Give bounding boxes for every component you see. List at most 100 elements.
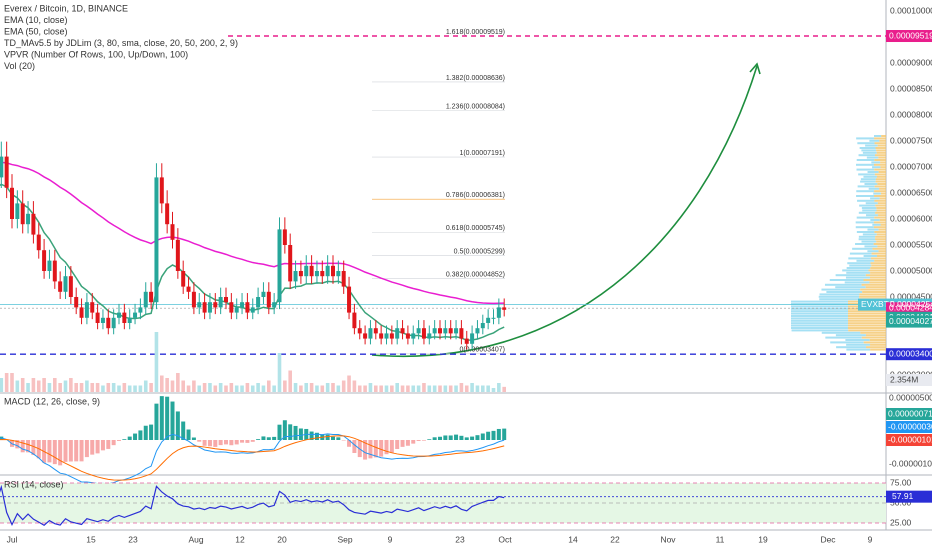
vpvr-bar — [862, 209, 877, 212]
volume-bar — [229, 383, 234, 392]
vpvr-bar — [835, 286, 866, 289]
price-badge — [886, 30, 932, 43]
macd-histogram — [181, 421, 186, 440]
vpvr-bar — [861, 207, 877, 209]
vpvr-bar — [873, 243, 886, 245]
vpvr-bar — [848, 257, 871, 260]
candle-body — [111, 317, 116, 329]
date-label: 19 — [758, 534, 768, 544]
vpvr-bar — [866, 346, 886, 349]
volume-bar — [250, 385, 255, 392]
vpvr-bar — [861, 283, 886, 286]
volume-bar — [213, 385, 218, 392]
vpvr-bar — [860, 288, 886, 291]
macd-histogram — [502, 428, 507, 440]
candle-body — [143, 291, 148, 308]
macd-histogram — [213, 440, 218, 447]
projection-arrow — [371, 65, 758, 357]
volume-bar — [416, 385, 421, 392]
volume-bar — [481, 385, 485, 392]
volume-bar — [160, 375, 164, 392]
vpvr-bar — [876, 149, 886, 152]
fib-label: 0.618(0.00005745) — [446, 225, 505, 232]
vpvr-bar — [868, 269, 886, 272]
macd-histogram — [95, 440, 100, 454]
price-badge — [886, 348, 932, 361]
candle-body — [26, 213, 31, 225]
candle-body — [400, 328, 405, 334]
date-label: Oct — [498, 534, 512, 544]
volume-bar — [357, 385, 362, 392]
vpvr-bar — [867, 171, 879, 173]
volume-bar — [218, 383, 223, 392]
vpvr-bar — [859, 293, 886, 296]
vpvr-bar — [871, 264, 886, 267]
fib-label: 1.236(0.00008084) — [446, 103, 505, 110]
date-label: 23 — [455, 534, 465, 544]
vpvr-bar — [873, 226, 886, 229]
macd-histogram — [100, 440, 105, 451]
vpvr-bar — [856, 231, 875, 233]
vpvr-bar — [870, 267, 886, 269]
volume-bar — [69, 378, 73, 392]
candle-body — [79, 307, 84, 318]
vpvr-bar — [848, 319, 886, 322]
volume-bar — [486, 385, 490, 392]
price-axis-label: 0.00007500 — [890, 135, 932, 145]
volume-bar — [165, 378, 169, 392]
vpvr-bar — [821, 331, 861, 334]
macd-histogram — [191, 437, 196, 440]
price-axis-label: 0.00004500 — [890, 291, 932, 301]
volume-bar — [320, 385, 325, 392]
volume-bar — [304, 383, 309, 392]
candle-body — [234, 307, 239, 313]
vpvr-bar — [876, 207, 886, 209]
candle-body — [304, 265, 309, 277]
macd-histogram — [438, 436, 442, 440]
macd-histogram — [218, 440, 223, 446]
candle-body — [502, 307, 507, 310]
volume-bar — [202, 383, 207, 392]
macd-histogram — [224, 440, 228, 445]
vpvr-bar — [791, 322, 848, 325]
candle-body — [486, 317, 491, 323]
macd-histogram — [416, 440, 421, 441]
vpvr-bar — [874, 173, 886, 176]
volume-bar — [288, 370, 292, 392]
vpvr-bar — [860, 180, 876, 183]
candle-body — [224, 297, 228, 303]
candle-body — [261, 291, 266, 297]
vpvr-bar — [848, 327, 886, 329]
volume-bar — [15, 380, 20, 392]
macd-histogram — [491, 430, 496, 440]
volume-bar — [53, 378, 57, 392]
vpvr-bar — [870, 348, 886, 351]
volume-bar — [143, 380, 148, 392]
vpvr-bar — [870, 219, 880, 221]
candle-body — [175, 239, 180, 271]
macd-histogram — [63, 440, 68, 462]
volume-bar — [390, 385, 394, 392]
candle-body — [52, 260, 57, 282]
candle-body — [454, 328, 459, 334]
macd-histogram — [272, 436, 277, 440]
vpvr-bar — [862, 233, 877, 236]
rsi-badge-label: 57.91 — [892, 491, 914, 501]
candle-body — [133, 312, 138, 318]
macd-histogram — [47, 440, 52, 463]
vpvr-bar — [860, 331, 886, 334]
candle-body — [320, 271, 325, 277]
vpvr-bar — [861, 240, 877, 243]
vpvr-bar — [791, 307, 848, 310]
candle-body — [165, 203, 170, 225]
macd-histogram — [421, 440, 426, 441]
macd-histogram — [122, 439, 127, 440]
macd-histogram — [470, 436, 475, 440]
macd-histogram — [325, 434, 330, 440]
candle-body — [389, 333, 394, 339]
vpvr-bar — [875, 238, 886, 241]
macd-histogram — [202, 440, 207, 446]
vpvr-bar — [859, 295, 886, 298]
fib-label: 1.618(0.00009519) — [446, 29, 505, 36]
volume-bar — [336, 385, 341, 392]
